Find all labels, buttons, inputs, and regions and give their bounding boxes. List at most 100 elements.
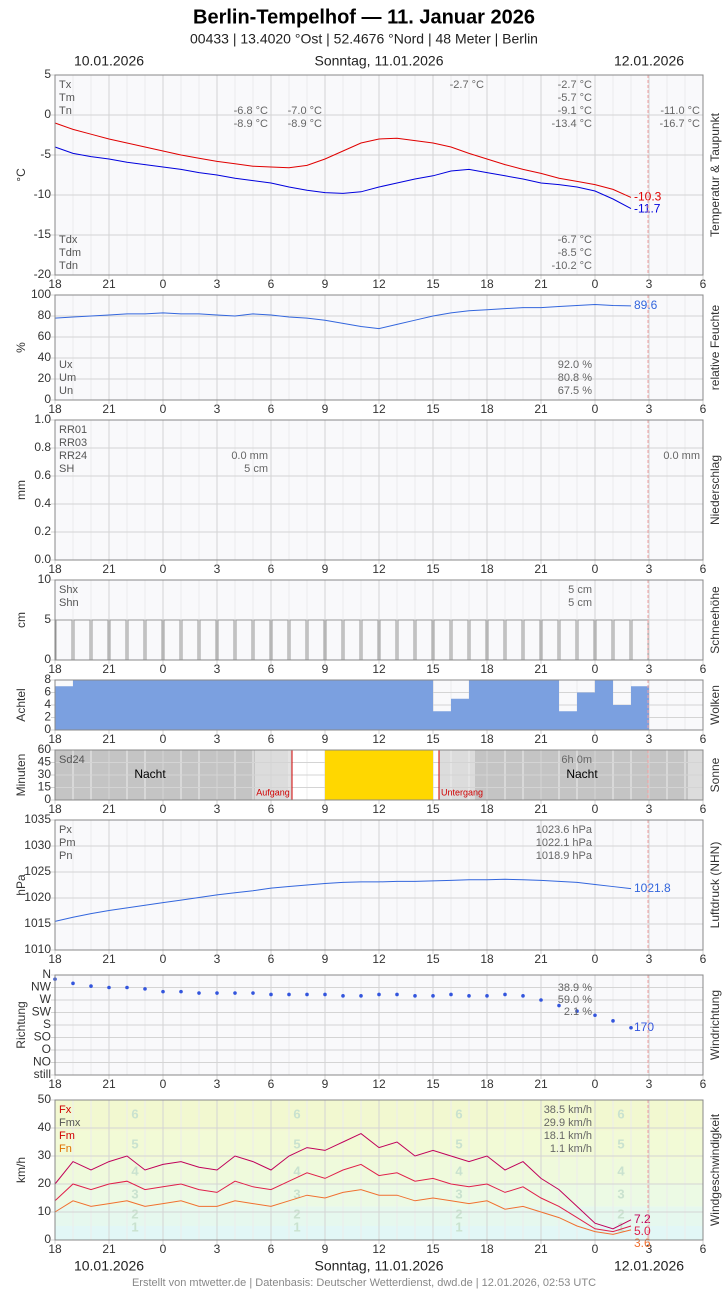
y-tick-label: 45 bbox=[38, 755, 52, 769]
y-tick-label: S bbox=[43, 1017, 51, 1031]
x-tick-label: 18 bbox=[480, 662, 494, 676]
bar bbox=[415, 750, 433, 800]
x-tick-label: 0 bbox=[160, 802, 167, 816]
stat-value: -13.4 °C bbox=[552, 118, 593, 130]
x-tick-label: 0 bbox=[592, 1242, 599, 1256]
y-axis-label: % bbox=[14, 342, 28, 353]
x-tick-label: 3 bbox=[646, 402, 653, 416]
x-tick-label: 21 bbox=[102, 562, 116, 576]
x-tick-label: 6 bbox=[268, 732, 275, 746]
beaufort-label: 6 bbox=[293, 1106, 300, 1121]
sun-annotation: Nacht bbox=[566, 767, 598, 781]
stat-label: Shn bbox=[59, 597, 79, 609]
x-tick-label: 18 bbox=[48, 1242, 62, 1256]
x-tick-label: 0 bbox=[160, 402, 167, 416]
bar bbox=[271, 680, 289, 730]
x-tick-label: 6 bbox=[700, 732, 707, 746]
bar bbox=[127, 680, 145, 730]
x-tick-label: 0 bbox=[160, 952, 167, 966]
stat-value: 6h 0m bbox=[561, 754, 592, 766]
x-tick-label: 9 bbox=[322, 802, 329, 816]
y-tick-label: 0 bbox=[44, 652, 51, 666]
y-tick-label: N bbox=[42, 967, 51, 981]
stat-label: RR03 bbox=[59, 437, 87, 449]
x-tick-label: 18 bbox=[48, 662, 62, 676]
panel-title: Windgeschwindigkeit bbox=[708, 1113, 722, 1226]
y-tick-label: 0.4 bbox=[34, 496, 51, 510]
x-tick-label: 6 bbox=[700, 1077, 707, 1091]
stat-value: 38.5 km/h bbox=[544, 1104, 592, 1116]
panel-title: Temperatur & Taupunkt bbox=[708, 112, 722, 237]
footer: Erstellt von mtwetter.de | Datenbasis: D… bbox=[132, 1277, 596, 1289]
bar bbox=[397, 750, 415, 800]
y-tick-label: 5 bbox=[44, 67, 51, 81]
direction-dot bbox=[89, 984, 93, 988]
direction-dot bbox=[629, 1025, 633, 1030]
x-tick-label: 6 bbox=[700, 1242, 707, 1256]
y-tick-label: -15 bbox=[34, 227, 52, 241]
direction-dot bbox=[143, 987, 147, 991]
y-tick-label: 0.8 bbox=[34, 440, 51, 454]
stat-label: RR24 bbox=[59, 450, 87, 462]
stat-label: Um bbox=[59, 372, 76, 384]
y-tick-label: 1025 bbox=[24, 864, 51, 878]
y-tick-label: -10 bbox=[34, 187, 52, 201]
subtitle: 00433 | 13.4020 °Ost | 52.4676 °Nord | 4… bbox=[190, 31, 538, 47]
series-line bbox=[54, 1189, 632, 1235]
end-label: 170 bbox=[634, 1020, 654, 1034]
y-tick-label: NW bbox=[31, 980, 52, 994]
x-tick-label: 3 bbox=[214, 802, 221, 816]
x-tick-label: 21 bbox=[102, 732, 116, 746]
bar bbox=[559, 711, 577, 730]
stat-value: -16.7 °C bbox=[660, 118, 701, 130]
y-axis-label: Richtung bbox=[14, 1001, 28, 1048]
x-tick-label: 12 bbox=[372, 732, 386, 746]
bar bbox=[505, 680, 523, 730]
bar bbox=[91, 680, 109, 730]
stat-value: 80.8 % bbox=[558, 372, 592, 384]
plot-frame bbox=[54, 819, 704, 951]
end-label: -11.7 bbox=[634, 202, 661, 216]
x-tick-label: 0 bbox=[160, 562, 167, 576]
x-tick-label: 15 bbox=[426, 1242, 440, 1256]
beaufort-label: 3 bbox=[455, 1186, 462, 1201]
x-tick-label: 6 bbox=[700, 402, 707, 416]
direction-dot bbox=[161, 989, 165, 994]
direction-dot bbox=[485, 994, 489, 998]
y-tick-label: 1.0 bbox=[34, 412, 51, 426]
x-tick-label: 18 bbox=[480, 952, 494, 966]
end-label: 5.0 bbox=[634, 1224, 651, 1238]
stat-value: -2.7 °C bbox=[558, 79, 592, 91]
bar bbox=[253, 680, 271, 730]
y-tick-label: 0.2 bbox=[34, 524, 51, 538]
x-tick-label: 15 bbox=[426, 402, 440, 416]
bar bbox=[73, 680, 91, 730]
x-tick-label: 0 bbox=[160, 732, 167, 746]
beaufort-label: 6 bbox=[455, 1106, 462, 1121]
y-tick-label: 1035 bbox=[24, 812, 51, 826]
bar bbox=[379, 750, 397, 800]
panel-title: Luftdruck (NHN) bbox=[708, 842, 722, 929]
stat-label: Fm bbox=[59, 1130, 75, 1142]
direction-dot bbox=[503, 992, 507, 997]
bar bbox=[325, 680, 343, 730]
bar bbox=[199, 680, 217, 730]
stat-value: -6.7 °C bbox=[558, 234, 592, 246]
x-tick-label: 3 bbox=[214, 732, 221, 746]
y-tick-label: 6 bbox=[44, 685, 51, 699]
x-tick-label: 9 bbox=[322, 1077, 329, 1091]
beaufort-label: 4 bbox=[131, 1163, 139, 1178]
panel-title: Sonne bbox=[708, 757, 722, 792]
y-tick-label: 10 bbox=[38, 572, 52, 586]
bar bbox=[577, 692, 595, 730]
stat-value: 1018.9 hPa bbox=[536, 850, 593, 862]
x-tick-label: 6 bbox=[268, 562, 275, 576]
x-tick-label: 21 bbox=[534, 1242, 548, 1256]
y-tick-label: NO bbox=[33, 1055, 51, 1069]
y-tick-label: 10 bbox=[38, 1204, 52, 1218]
x-tick-label: 18 bbox=[48, 802, 62, 816]
stat-value: -7.0 °C bbox=[288, 105, 322, 117]
x-tick-label: 21 bbox=[534, 952, 548, 966]
bar bbox=[595, 680, 613, 730]
stat-value: 1022.1 hPa bbox=[536, 837, 593, 849]
